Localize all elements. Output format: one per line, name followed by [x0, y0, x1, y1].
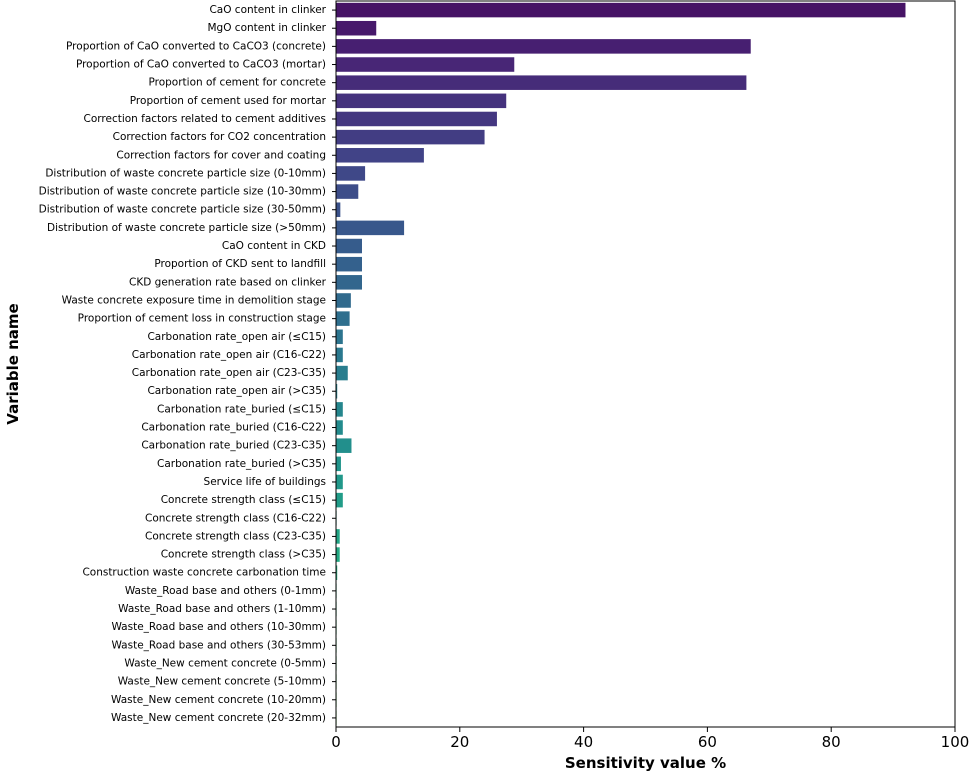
- bar-26: [336, 474, 343, 490]
- bar-22: [336, 402, 343, 417]
- category-label: Proportion of CaO converted to CaCO3 (co…: [66, 40, 326, 52]
- bar-11: [336, 202, 341, 217]
- category-label: CaO content in clinker: [209, 4, 326, 16]
- category-label: CaO content in CKD: [222, 240, 326, 252]
- bar-7: [336, 129, 485, 145]
- category-label: Waste_Road base and others (1-10mm): [118, 603, 326, 615]
- bar-20: [336, 365, 348, 381]
- category-label: Correction factors for CO2 concentration: [113, 131, 326, 143]
- category-label: Correction factors related to cement add…: [84, 113, 326, 125]
- category-label: Carbonation rate_open air (C16-C22): [132, 349, 326, 361]
- category-label: Distribution of waste concrete particle …: [47, 222, 326, 234]
- category-label: Proportion of cement for concrete: [148, 77, 326, 89]
- category-label: Concrete strength class (≤C15): [161, 494, 326, 506]
- category-label: Service life of buildings: [204, 476, 326, 488]
- category-label: MgO content in clinker: [207, 22, 326, 34]
- x-tick-label: 20: [450, 733, 469, 751]
- bar-31: [336, 565, 338, 580]
- bar-6: [336, 111, 497, 127]
- category-label: Construction waste concrete carbonation …: [82, 567, 326, 579]
- category-label: Distribution of waste concrete particle …: [39, 204, 326, 216]
- bar-1: [336, 20, 377, 36]
- category-label: Carbonation rate_buried (C16-C22): [141, 422, 326, 434]
- category-label: Proportion of CaO converted to CaCO3 (mo…: [76, 59, 326, 71]
- x-tick-label: 80: [822, 733, 841, 751]
- bar-18: [336, 329, 343, 345]
- x-axis-title: Sensitivity value %: [565, 754, 726, 771]
- bar-30: [336, 547, 340, 562]
- bar-15: [336, 275, 362, 290]
- category-label: Waste_Road base and others (10-30mm): [111, 621, 326, 633]
- bar-3: [336, 57, 515, 72]
- category-label: Proportion of CKD sent to landfill: [154, 258, 326, 270]
- bar-17: [336, 311, 350, 326]
- category-label: Carbonation rate_open air (>C35): [147, 385, 326, 397]
- category-label: Proportion of cement used for mortar: [130, 95, 327, 107]
- bar-12: [336, 220, 405, 236]
- bar-14: [336, 256, 362, 272]
- bar-13: [336, 238, 362, 254]
- bar-0: [336, 2, 906, 18]
- category-label: Waste_Road base and others (0-1mm): [125, 585, 326, 597]
- bar-2: [336, 39, 751, 54]
- bar-21: [336, 383, 338, 399]
- category-label: Waste concrete exposure time in demoliti…: [62, 294, 326, 306]
- bar-10: [336, 184, 359, 199]
- category-label: Distribution of waste concrete particle …: [45, 167, 326, 179]
- category-label: Carbonation rate_buried (>C35): [157, 458, 326, 470]
- category-label: Carbonation rate_open air (C23-C35): [132, 367, 326, 379]
- category-label: Waste_Road base and others (30-53mm): [111, 639, 326, 651]
- bar-8: [336, 148, 424, 163]
- category-label: CKD generation rate based on clinker: [129, 276, 327, 288]
- bar-4: [336, 75, 747, 90]
- x-axis-ticks: 0 20 40 60 80 100: [331, 727, 969, 751]
- category-labels: CaO content in clinker MgO content in cli…: [39, 4, 336, 724]
- y-axis-title: Variable name: [4, 303, 22, 424]
- plot-frame: [335, 0, 956, 728]
- bar-19: [336, 347, 343, 363]
- category-label: Correction factors for cover and coating: [116, 149, 326, 161]
- category-label: Distribution of waste concrete particle …: [39, 186, 326, 198]
- category-label: Concrete strength class (C16-C22): [145, 512, 326, 524]
- bar-23: [336, 420, 343, 435]
- category-label: Waste_New cement concrete (20-32mm): [111, 712, 326, 724]
- x-tick-label: 40: [574, 733, 593, 751]
- category-label: Carbonation rate_open air (≤C15): [147, 331, 326, 343]
- x-tick-label: 100: [941, 733, 970, 751]
- bar-25: [336, 456, 341, 472]
- bar-29: [336, 529, 340, 544]
- category-label: Proportion of cement loss in constructio…: [78, 313, 326, 325]
- bars-group: [336, 2, 906, 726]
- category-label: Concrete strength class (C23-C35): [145, 530, 326, 542]
- bar-16: [336, 293, 351, 308]
- category-label: Waste_New cement concrete (0-5mm): [124, 657, 326, 669]
- x-tick-label: 60: [698, 733, 717, 751]
- x-tick-label: 0: [331, 733, 341, 751]
- category-label: Waste_New cement concrete (10-20mm): [111, 694, 326, 706]
- bar-9: [336, 166, 366, 181]
- category-label: Carbonation rate_buried (≤C15): [157, 403, 326, 415]
- category-label: Waste_New cement concrete (5-10mm): [118, 676, 326, 688]
- bar-24: [336, 438, 352, 453]
- bar-5: [336, 93, 507, 109]
- bar-27: [336, 492, 343, 508]
- category-label: Carbonation rate_buried (C23-C35): [141, 440, 326, 452]
- category-label: Concrete strength class (>C35): [161, 549, 326, 561]
